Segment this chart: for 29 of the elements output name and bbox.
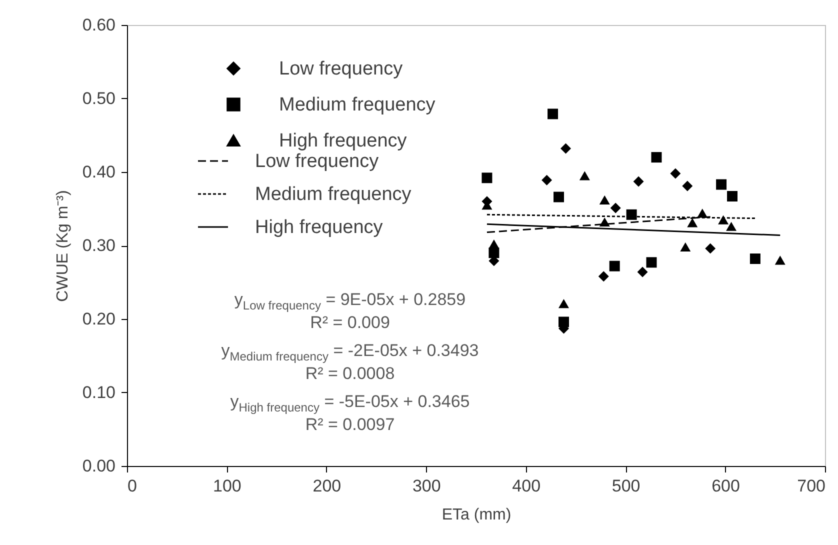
x-tick-label: 200	[312, 476, 342, 496]
x-tick-label: 100	[213, 476, 242, 496]
x-axis-title: ETa (mm)	[442, 506, 512, 524]
annotation: y$_{Low frequency}$ = 9E-05x + 0.2859	[234, 290, 466, 312]
y-tick-label: 0.40	[82, 162, 116, 182]
legend-label: Low frequency	[279, 58, 404, 80]
legend-label: High frequency	[255, 217, 384, 238]
y-tick-label: 0.60	[82, 16, 116, 34]
x-tick-label: 400	[512, 476, 541, 496]
annotation: R² = 0.0097	[304, 415, 396, 435]
y-axis-title: CWUE (Kg m⁻³)	[54, 190, 72, 302]
annotation: R² = 0.0008	[304, 364, 396, 384]
y-tick-label: 0.10	[82, 383, 116, 402]
legend-label: Low frequency	[255, 151, 380, 172]
x-tick-label: 0	[128, 476, 137, 496]
y-tick-label: 0.30	[82, 236, 116, 255]
annotation: y$_{High frequency}$ = -5E-05x + 0.3465	[230, 392, 470, 414]
x-tick-label: 300	[412, 476, 441, 496]
legend-label: Medium frequency	[255, 184, 412, 205]
x-tick-label: 600	[712, 476, 740, 496]
legend-label: Medium frequency	[279, 94, 436, 116]
x-tick-label: 500	[612, 476, 640, 496]
y-tick-label: 0.00	[82, 456, 116, 476]
legend-label: High frequency	[279, 130, 408, 152]
annotation: y$_{Medium frequency}$ = -2E-05x + 0.3493	[221, 341, 479, 364]
x-tick-label: 700	[797, 476, 826, 496]
y-tick-label: 0.50	[82, 89, 116, 108]
annotation: R² = 0.009	[309, 313, 391, 333]
y-tick-label: 0.20	[82, 310, 116, 328]
